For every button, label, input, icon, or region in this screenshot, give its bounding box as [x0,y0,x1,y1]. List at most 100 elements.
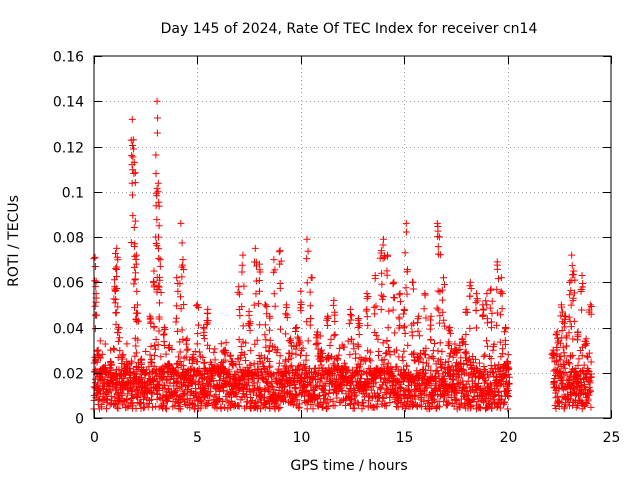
data-point [293,324,301,331]
data-point [587,358,595,366]
data-point [321,395,329,403]
data-point [116,334,124,342]
data-point [501,328,509,336]
data-point [479,311,487,319]
data-point [566,395,574,403]
data-point [114,337,122,345]
data-point [184,345,192,353]
data-point [154,341,162,349]
data-point [574,371,582,379]
data-point [434,306,442,314]
data-point [303,235,311,243]
data-point [200,328,208,336]
data-point [277,257,285,265]
data-point [226,389,234,397]
data-point [430,395,438,403]
data-point [233,392,241,400]
data-point [215,369,223,377]
data-point [113,390,121,398]
data-point [256,287,264,295]
data-point [331,331,339,339]
data-point [333,394,341,402]
data-point [197,404,205,412]
data-point [476,386,484,394]
data-point [389,279,397,287]
data-point [583,339,591,347]
data-point [113,253,121,261]
data-point [563,371,571,379]
data-point [437,356,445,364]
data-point [338,387,346,395]
data-point [254,300,262,308]
data-point [366,348,374,356]
data-point [297,301,305,309]
data-point [101,340,109,348]
data-point [176,405,184,413]
data-point [438,348,446,356]
data-point [472,324,480,332]
data-point [235,283,243,291]
data-point [276,404,284,412]
data-point [251,385,259,393]
data-point [432,377,440,385]
data-point [570,317,578,325]
data-point [569,270,577,278]
data-point [255,277,263,285]
data-point [160,342,168,350]
data-point [434,243,442,251]
data-point [245,311,253,319]
data-point [271,302,279,310]
data-point [438,296,446,304]
data-point [586,301,594,309]
data-point [128,152,136,160]
data-point [504,365,512,373]
data-point [398,353,406,361]
data-point [490,340,498,348]
data-point [413,367,421,375]
data-point [583,367,591,375]
data-point [367,357,375,365]
data-point [383,267,391,275]
data-point [173,302,181,310]
data-point [409,278,417,286]
data-point [182,336,190,344]
data-point [215,395,223,403]
data-point [354,316,362,324]
data-point [348,312,356,320]
data-point [474,398,482,406]
data-point [160,367,168,375]
data-point [493,265,501,273]
data-point [276,352,284,360]
data-point [325,354,333,362]
data-point [374,389,382,397]
data-point [112,308,120,316]
data-point [153,97,161,105]
data-point [174,287,182,295]
data-point [400,347,408,355]
data-point [152,336,160,344]
data-point [334,356,342,364]
data-point [182,353,190,361]
data-point [99,397,107,405]
data-point [552,330,560,338]
data-point [131,169,139,177]
data-point [219,368,227,376]
data-point [567,287,575,295]
data-point [107,366,115,374]
data-point [154,282,162,290]
data-point [372,378,380,386]
data-point [575,355,583,363]
data-point [91,263,99,271]
data-point [180,300,188,308]
data-point [384,364,392,372]
data-point [360,402,368,410]
data-point [427,382,435,390]
data-point [453,397,461,405]
data-point [436,403,444,411]
data-point [155,327,163,335]
data-point [281,382,289,390]
data-point [186,388,194,396]
data-point [505,373,513,381]
data-point [502,324,510,332]
data-point [297,287,305,295]
